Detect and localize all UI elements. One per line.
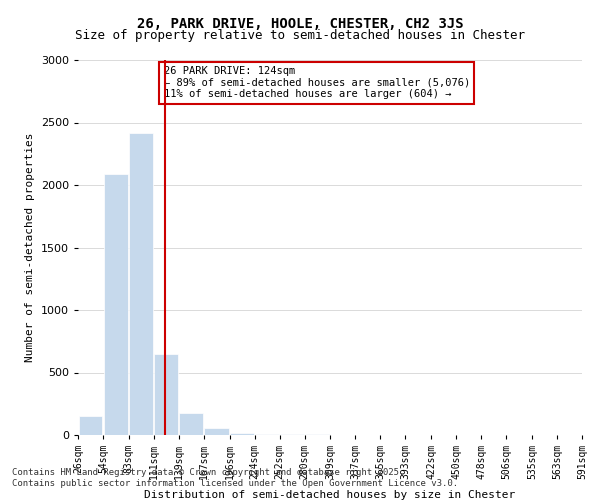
Text: 26 PARK DRIVE: 124sqm
← 89% of semi-detached houses are smaller (5,076)
11% of s: 26 PARK DRIVE: 124sqm ← 89% of semi-deta… — [164, 66, 470, 100]
Bar — [179, 413, 203, 435]
Bar — [205, 428, 229, 435]
Y-axis label: Number of semi-detached properties: Number of semi-detached properties — [25, 132, 35, 362]
Text: 26, PARK DRIVE, HOOLE, CHESTER, CH2 3JS: 26, PARK DRIVE, HOOLE, CHESTER, CH2 3JS — [137, 18, 463, 32]
X-axis label: Distribution of semi-detached houses by size in Chester: Distribution of semi-detached houses by … — [145, 490, 515, 500]
Text: Contains HM Land Registry data © Crown copyright and database right 2025.
Contai: Contains HM Land Registry data © Crown c… — [12, 468, 458, 487]
Bar — [104, 174, 128, 435]
Bar — [130, 132, 153, 435]
Bar — [230, 432, 254, 435]
Bar — [255, 434, 279, 435]
Bar — [305, 434, 330, 435]
Bar — [79, 416, 103, 435]
Bar — [154, 354, 178, 435]
Text: Size of property relative to semi-detached houses in Chester: Size of property relative to semi-detach… — [75, 29, 525, 42]
Bar — [280, 434, 304, 435]
